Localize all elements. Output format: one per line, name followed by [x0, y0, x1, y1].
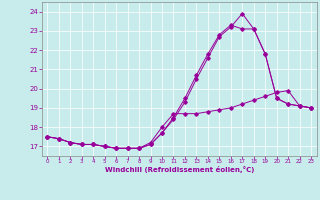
X-axis label: Windchill (Refroidissement éolien,°C): Windchill (Refroidissement éolien,°C) [105, 166, 254, 173]
